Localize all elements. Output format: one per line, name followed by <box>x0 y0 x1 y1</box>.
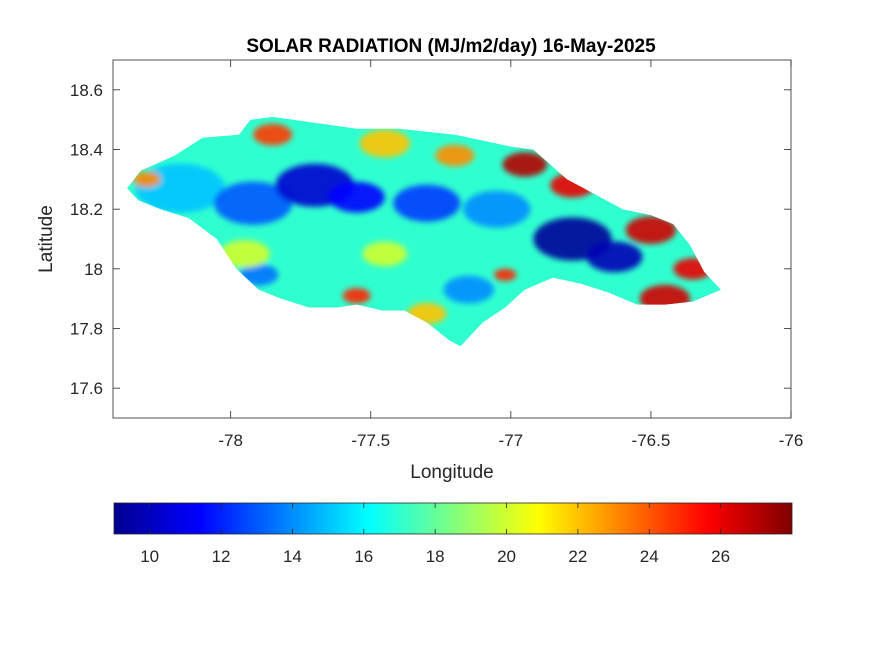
y-tick-label: 17.8 <box>70 320 103 339</box>
heat-blob <box>625 216 677 245</box>
heat-blob <box>132 171 161 187</box>
heat-blob <box>362 241 408 267</box>
heat-blob <box>463 190 531 228</box>
colorbar-tick-label: 10 <box>140 547 159 566</box>
y-axis-label: Latitude <box>36 205 57 273</box>
heat-blob <box>213 181 293 225</box>
colorbar-tick-label: 24 <box>640 547 659 566</box>
heat-blob <box>586 241 643 273</box>
x-tick-label: -77.5 <box>351 431 390 450</box>
colorbar-tick-label: 14 <box>283 547 302 566</box>
plot-frame <box>112 59 792 419</box>
y-tick-label: 18 <box>84 260 103 279</box>
y-tick-label: 18.4 <box>70 141 103 160</box>
x-axis-label: Longitude <box>410 462 493 483</box>
x-tick-label: -76 <box>779 431 804 450</box>
colorbar <box>113 502 793 535</box>
x-tick-label: -76.5 <box>632 431 671 450</box>
x-tick-label: -77 <box>499 431 524 450</box>
colorbar-ticks: 10 12 14 16 18 20 22 24 26 <box>140 503 730 566</box>
radiation-heat-field <box>127 116 721 347</box>
colorbar-tick-label: 26 <box>711 547 730 566</box>
colorbar-tick-label: 20 <box>497 547 516 566</box>
heat-blob <box>239 264 279 286</box>
y-axis: 17.6 17.8 18 18.2 18.4 18.6 <box>70 81 791 398</box>
heat-blob <box>253 123 293 146</box>
colorbar-tick-label: 18 <box>426 547 445 566</box>
y-tick-label: 18.6 <box>70 81 103 100</box>
x-axis: -78 -77.5 -77 -76.5 -76 <box>218 60 803 450</box>
heat-blob <box>219 240 270 268</box>
colorbar-tick-label: 12 <box>212 547 231 566</box>
x-tick-label: -78 <box>218 431 243 450</box>
heat-blob <box>359 129 410 158</box>
heat-blob <box>393 184 461 222</box>
heat-blob <box>502 152 548 177</box>
y-tick-label: 18.2 <box>70 200 103 219</box>
colorbar-tick-label: 22 <box>568 547 587 566</box>
y-tick-label: 17.6 <box>70 379 103 398</box>
heat-blob <box>342 288 371 304</box>
heat-blob <box>328 181 385 213</box>
heat-blob <box>494 268 517 281</box>
island-base-fill <box>127 116 721 347</box>
heat-blob <box>435 144 475 167</box>
colorbar-tick-label: 16 <box>354 547 373 566</box>
heat-blob <box>443 275 494 304</box>
chart-title: SOLAR RADIATION (MJ/m2/day) 16-May-2025 <box>246 36 656 57</box>
